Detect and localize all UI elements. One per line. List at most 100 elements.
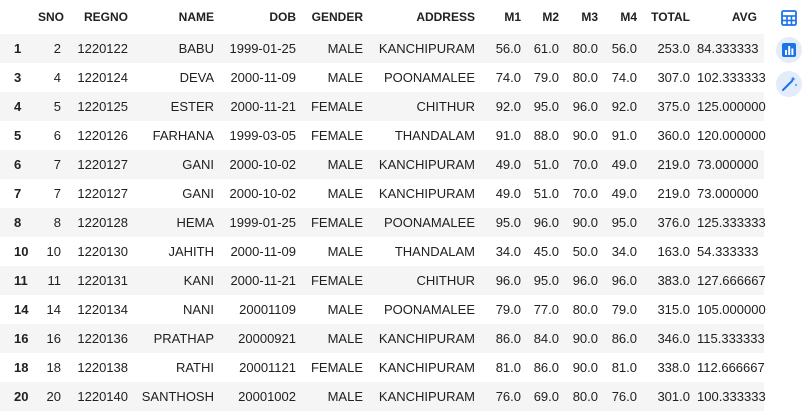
suggest-charts-button[interactable]: [776, 37, 802, 63]
cell-m2: 61.0: [528, 34, 566, 63]
cell-m2: 79.0: [528, 63, 566, 92]
cell-dob: 20001121: [221, 353, 303, 382]
cell-regno: 1220134: [68, 295, 135, 324]
cell-sno: 5: [38, 92, 68, 121]
column-header-m1[interactable]: M1: [504, 10, 521, 24]
cell-gender: FEMALE: [303, 353, 370, 382]
cell-total: 163.0: [644, 237, 697, 266]
cell-m4: 96.0: [605, 266, 644, 295]
cell-address: CHITHUR: [370, 92, 482, 121]
cell-address: KANCHIPURAM: [370, 179, 482, 208]
cell-avg: 54.333333: [697, 237, 764, 266]
cell-m1: 95.0: [482, 208, 528, 237]
cell-m4: 76.0: [605, 382, 644, 411]
cell-name: SANTHOSH: [135, 382, 221, 411]
cell-dob: 20001002: [221, 382, 303, 411]
cell-m3: 80.0: [566, 295, 605, 324]
cell-gender: FEMALE: [303, 208, 370, 237]
cell-regno: 1220124: [68, 63, 135, 92]
cell-avg: 125.000000: [697, 92, 766, 121]
cell-avg: 112.666667: [697, 353, 765, 382]
column-header-address[interactable]: ADDRESS: [416, 10, 475, 24]
cell-address: CHITHUR: [370, 266, 482, 295]
cell-name: BABU: [135, 34, 221, 63]
column-header-regno[interactable]: REGNO: [83, 10, 128, 24]
cell-address: KANCHIPURAM: [370, 150, 482, 179]
header-row: SNO REGNO NAME DOB GENDER ADDRESS M1 M2 …: [0, 0, 764, 34]
cell-index: 14: [0, 295, 38, 324]
cell-m1: 91.0: [482, 121, 528, 150]
cell-index: 20: [0, 382, 38, 411]
cell-sno: 7: [38, 150, 68, 179]
column-header-sno[interactable]: SNO: [38, 10, 65, 24]
cell-address: POONAMALEE: [370, 63, 482, 92]
cell-m2: 96.0: [528, 208, 566, 237]
convert-to-interactive-table-button[interactable]: [776, 5, 802, 31]
table-row: 18 18 1220138 RATHI 20001121 FEMALE KANCHIPURA…: [0, 353, 765, 382]
table-row: 16 16 1220136 PRATHAP 20000921 MALE KANCHIPURA…: [0, 324, 765, 353]
column-header-m2[interactable]: M2: [542, 10, 559, 24]
cell-m1: 92.0: [482, 92, 528, 121]
table-row: 11 11 1220131 KANI 2000-11-21 FEMALE CHITHUR 96…: [0, 266, 766, 295]
cell-index: 1: [0, 34, 38, 63]
cell-m4: 34.0: [605, 237, 644, 266]
cell-sno: 16: [38, 324, 68, 353]
cell-m1: 81.0: [482, 353, 528, 382]
cell-regno: 1220131: [68, 266, 135, 295]
cell-m2: 51.0: [528, 150, 566, 179]
cell-total: 360.0: [644, 121, 697, 150]
cell-m3: 70.0: [566, 150, 605, 179]
cell-gender: MALE: [303, 150, 370, 179]
cell-m2: 84.0: [528, 324, 566, 353]
cell-m1: 49.0: [482, 179, 528, 208]
cell-index: 16: [0, 324, 38, 353]
cell-m2: 86.0: [528, 353, 566, 382]
column-header-gender[interactable]: GENDER: [311, 10, 363, 24]
cell-index: 6: [0, 150, 38, 179]
cell-dob: 2000-11-21: [221, 92, 303, 121]
cell-m4: 74.0: [605, 63, 644, 92]
cell-m3: 96.0: [566, 92, 605, 121]
cell-m2: 95.0: [528, 266, 566, 295]
cell-regno: 1220128: [68, 208, 135, 237]
cell-name: JAHITH: [135, 237, 221, 266]
cell-m1: 56.0: [482, 34, 528, 63]
cell-avg: 120.000000: [697, 121, 766, 150]
cell-m1: 86.0: [482, 324, 528, 353]
cell-gender: FEMALE: [303, 92, 370, 121]
cell-total: 307.0: [644, 63, 697, 92]
bar-chart-icon: [781, 42, 797, 58]
cell-m1: 79.0: [482, 295, 528, 324]
cell-address: THANDALAM: [370, 237, 482, 266]
cell-m3: 50.0: [566, 237, 605, 266]
cell-gender: MALE: [303, 324, 370, 353]
column-header-avg[interactable]: AVG: [731, 10, 757, 24]
column-header-dob[interactable]: DOB: [269, 10, 296, 24]
table-row: 5 6 1220126 FARHANA 1999-03-05 FEMALE THANDALA…: [0, 121, 766, 150]
cell-index: 3: [0, 63, 38, 92]
cell-avg: 100.333333: [697, 382, 766, 411]
cell-dob: 1999-01-25: [221, 34, 303, 63]
cell-m2: 69.0: [528, 382, 566, 411]
cell-dob: 2000-10-02: [221, 179, 303, 208]
column-header-m4[interactable]: M4: [620, 10, 637, 24]
column-header-name[interactable]: NAME: [178, 10, 214, 24]
column-header-index[interactable]: [0, 0, 38, 34]
table-row: 7 7 1220127 GANI 2000-10-02 MALE KANCHIPURAM 49…: [0, 179, 764, 208]
column-header-total[interactable]: TOTAL: [651, 10, 690, 24]
cell-dob: 2000-11-09: [221, 63, 303, 92]
cell-name: HEMA: [135, 208, 221, 237]
cell-dob: 2000-11-21: [221, 266, 303, 295]
cell-total: 338.0: [644, 353, 697, 382]
cell-name: ESTER: [135, 92, 221, 121]
cell-name: DEVA: [135, 63, 221, 92]
generate-code-button[interactable]: [776, 71, 802, 97]
cell-index: 10: [0, 237, 38, 266]
cell-m3: 96.0: [566, 266, 605, 295]
cell-regno: 1220127: [68, 179, 135, 208]
cell-name: KANI: [135, 266, 221, 295]
cell-sno: 10: [38, 237, 68, 266]
cell-index: 8: [0, 208, 38, 237]
cell-m4: 49.0: [605, 150, 644, 179]
column-header-m3[interactable]: M3: [581, 10, 598, 24]
